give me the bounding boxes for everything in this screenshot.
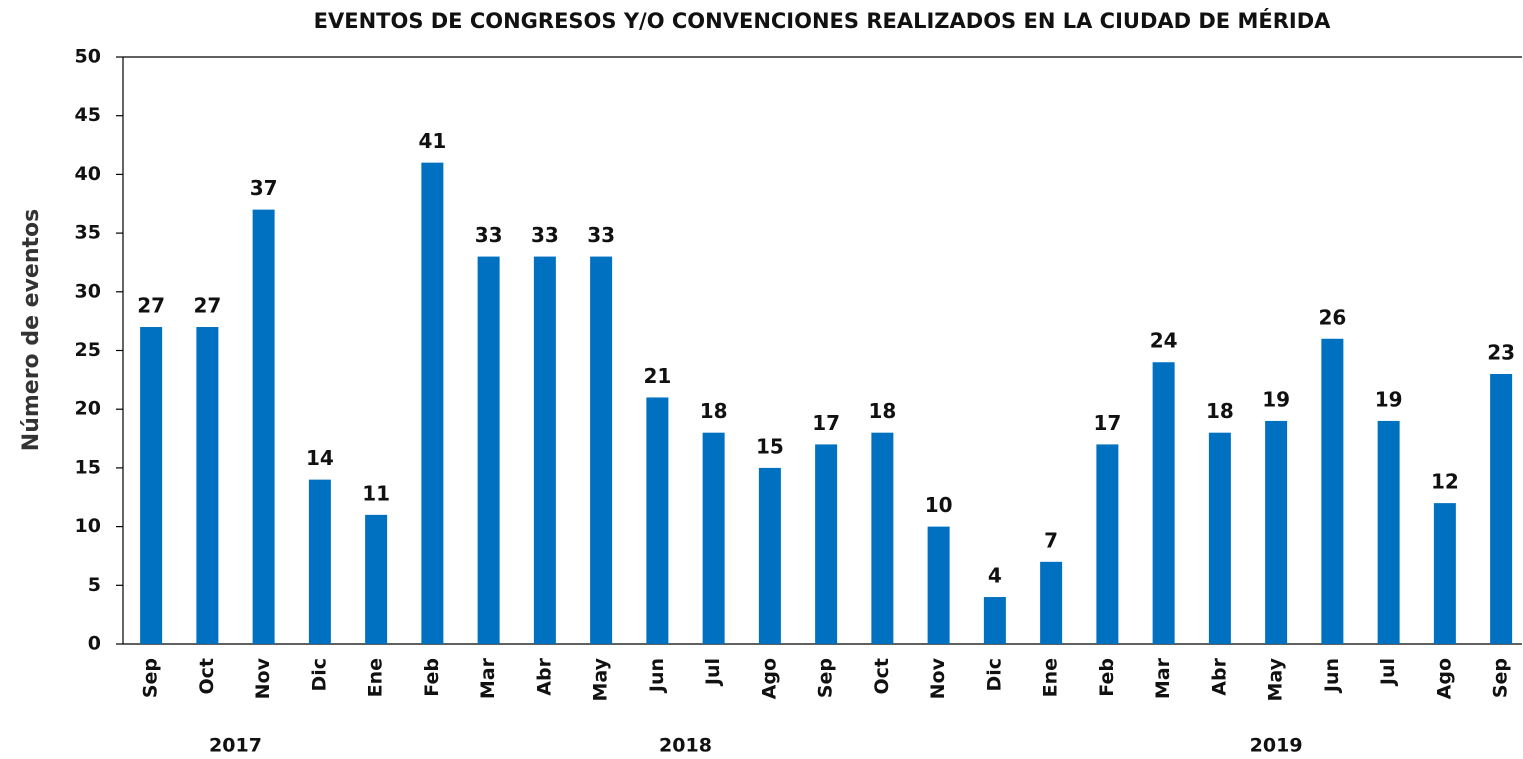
x-tick-label: Jul [702,658,724,687]
bar [421,162,444,644]
y-tick-label: 45 [75,104,101,126]
data-label: 24 [1150,329,1178,353]
chart-title: EVENTOS DE CONGRESOS Y/O CONVENCIONES RE… [314,8,1331,33]
x-tick-label: Jun [1321,658,1343,694]
data-label: 23 [1487,340,1515,364]
group-label: 2019 [1250,735,1303,757]
x-tick-label: Nov [927,657,949,699]
bar [1377,420,1400,644]
y-tick-label: 30 [75,280,101,302]
bar [646,397,669,644]
data-label: 7 [1044,528,1058,552]
bar [1321,338,1344,644]
data-label: 4 [988,564,1002,588]
x-tick-label: Sep [815,658,837,698]
bar [1265,420,1288,644]
data-label: 18 [868,399,896,423]
y-tick-label: 0 [88,633,101,655]
bar [1152,362,1175,644]
x-tick-label: May [1265,657,1287,701]
x-tick-label: Dic [983,658,1005,692]
x-tick-label: Oct [871,658,893,695]
y-tick-label: 5 [88,574,101,596]
x-tick-label: Jul [1377,658,1399,687]
data-label: 27 [137,294,165,318]
data-label: 17 [812,411,840,435]
x-tick-label: Abr [533,657,555,695]
x-tick-label: Dic [308,658,330,692]
data-label: 27 [193,294,221,318]
data-label: 37 [250,176,278,200]
x-tick-label: Nov [252,657,274,699]
data-label: 33 [531,223,559,247]
x-tick-label: Ago [1433,658,1455,699]
data-label: 17 [1093,411,1121,435]
bar [927,526,950,644]
x-tick-label: Ene [365,658,387,697]
y-tick-label: 20 [75,398,101,420]
x-tick-label: Mar [477,657,499,699]
x-tick-label: Abr [1208,657,1230,695]
x-tick-label: Mar [1152,657,1174,699]
bar [871,432,894,644]
x-tick-label: Feb [421,658,443,697]
x-tick-label: Sep [1490,658,1512,698]
data-label: 26 [1318,305,1346,329]
x-tick-label: Jun [646,658,668,694]
group-label: 2017 [209,735,262,757]
data-label: 41 [418,129,446,153]
group-label: 2018 [659,735,712,757]
data-label: 19 [1262,387,1290,411]
data-label: 33 [475,223,503,247]
data-label: 21 [643,364,671,388]
x-tick-label: Oct [196,658,218,695]
bar [590,256,613,644]
bar [1208,432,1231,644]
bar [308,479,331,644]
bar [252,209,275,644]
data-label: 10 [925,493,953,517]
x-tick-label: Ago [758,658,780,699]
x-tick-label: Ene [1040,658,1062,697]
y-tick-label: 40 [75,163,101,185]
y-tick-label: 10 [75,515,101,537]
bar [983,597,1006,644]
bar [815,444,838,644]
bar [140,327,163,644]
data-label: 11 [362,481,390,505]
bar [758,467,781,644]
data-label: 18 [700,399,728,423]
y-tick-label: 35 [75,222,101,244]
data-label: 12 [1431,470,1459,494]
y-tick-label: 25 [75,339,101,361]
data-label: 33 [587,223,615,247]
bar [533,256,556,644]
data-label: 19 [1375,387,1403,411]
bar [477,256,500,644]
x-tick-label: May [590,657,612,701]
y-tick-label: 15 [75,456,101,478]
bar [1096,444,1119,644]
x-tick-label: Feb [1096,658,1118,697]
bar [1490,373,1513,644]
x-tick-label: Sep [140,658,162,698]
y-axis-title: Número de eventos [19,209,44,451]
data-label: 14 [306,446,334,470]
data-label: 15 [756,434,784,458]
data-label: 18 [1206,399,1234,423]
bar [702,432,725,644]
y-tick-label: 50 [75,46,101,68]
bar [1040,561,1063,644]
bar [1433,503,1456,644]
bar [365,514,388,644]
bar [196,327,219,644]
